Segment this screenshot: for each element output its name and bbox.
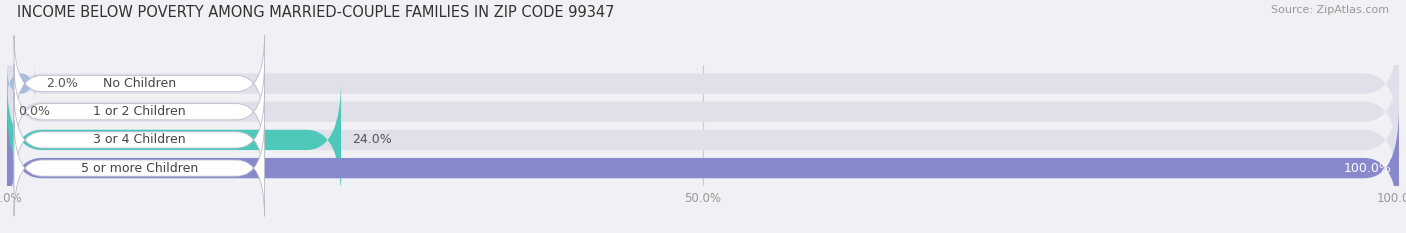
FancyBboxPatch shape — [7, 23, 1399, 144]
Text: No Children: No Children — [103, 77, 176, 90]
FancyBboxPatch shape — [14, 64, 264, 160]
Text: Source: ZipAtlas.com: Source: ZipAtlas.com — [1271, 5, 1389, 15]
Text: 0.0%: 0.0% — [18, 105, 51, 118]
Text: 100.0%: 100.0% — [1344, 161, 1392, 175]
FancyBboxPatch shape — [7, 108, 1399, 228]
FancyBboxPatch shape — [14, 35, 264, 132]
Text: 1 or 2 Children: 1 or 2 Children — [93, 105, 186, 118]
Text: 5 or more Children: 5 or more Children — [80, 161, 198, 175]
Text: 2.0%: 2.0% — [46, 77, 77, 90]
FancyBboxPatch shape — [7, 65, 35, 102]
Text: 24.0%: 24.0% — [353, 134, 392, 146]
FancyBboxPatch shape — [14, 92, 264, 188]
FancyBboxPatch shape — [7, 108, 1399, 228]
FancyBboxPatch shape — [7, 80, 1399, 200]
FancyBboxPatch shape — [7, 80, 342, 200]
Text: 3 or 4 Children: 3 or 4 Children — [93, 134, 186, 146]
FancyBboxPatch shape — [7, 51, 1399, 172]
FancyBboxPatch shape — [14, 120, 264, 216]
Text: INCOME BELOW POVERTY AMONG MARRIED-COUPLE FAMILIES IN ZIP CODE 99347: INCOME BELOW POVERTY AMONG MARRIED-COUPL… — [17, 5, 614, 20]
